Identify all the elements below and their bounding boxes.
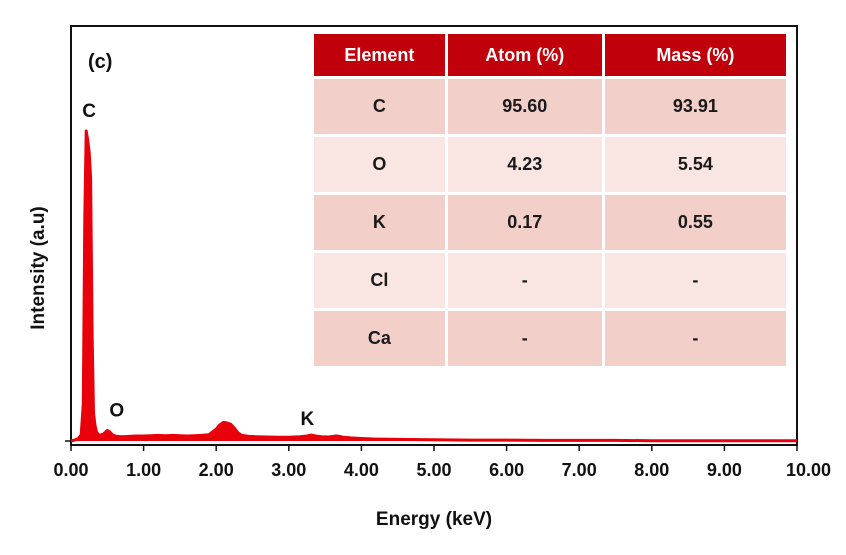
cell-atom-percent: -: [447, 253, 602, 308]
cell-element: K: [314, 195, 445, 250]
peak-label-o: O: [109, 400, 124, 421]
x-tick-label: 4.00: [344, 460, 379, 480]
x-tick-label: 5.00: [416, 460, 451, 480]
cell-element: O: [314, 137, 445, 192]
element-composition-table: Element Atom (%) Mass (%) C 95.60 93.91 …: [311, 31, 789, 369]
x-tick-label: 3.00: [271, 460, 306, 480]
x-tick-label: 8.00: [634, 460, 669, 480]
peak-annotations: C O K: [82, 101, 314, 430]
spectrum-series: [70, 129, 797, 443]
y-axis-title: Intensity (a.u): [28, 206, 49, 330]
header-element: Element: [314, 34, 445, 76]
cell-atom-percent: 0.17: [447, 195, 602, 250]
cell-element: C: [314, 79, 445, 134]
table-row: Ca - -: [314, 311, 786, 366]
cell-atom-percent: -: [447, 311, 602, 366]
x-tick-label: 10.00: [786, 460, 831, 480]
cell-element: Ca: [314, 311, 445, 366]
cell-element: Cl: [314, 253, 445, 308]
x-tick-label: 2.00: [199, 460, 234, 480]
x-tick-label: 1.00: [126, 460, 161, 480]
cell-mass-percent: -: [604, 311, 786, 366]
cell-mass-percent: 5.54: [604, 137, 786, 192]
panel-label: (c): [88, 51, 112, 73]
spectrum-line: [70, 129, 797, 443]
cell-mass-percent: 93.91: [604, 79, 786, 134]
table-row: K 0.17 0.55: [314, 195, 786, 250]
cell-mass-percent: 0.55: [604, 195, 786, 250]
table-row: C 95.60 93.91: [314, 79, 786, 134]
table-row: O 4.23 5.54: [314, 137, 786, 192]
x-axis-title: Energy (keV): [376, 509, 492, 530]
cell-mass-percent: -: [604, 253, 786, 308]
x-tick-label: 9.00: [707, 460, 742, 480]
header-atom-percent: Atom (%): [447, 34, 602, 76]
x-tick-label: 7.00: [562, 460, 597, 480]
header-mass-percent: Mass (%): [604, 34, 786, 76]
cell-atom-percent: 4.23: [447, 137, 602, 192]
cell-atom-percent: 95.60: [447, 79, 602, 134]
table-header-row: Element Atom (%) Mass (%): [314, 34, 786, 76]
x-tick-label: 6.00: [489, 460, 524, 480]
peak-label-k: K: [300, 409, 314, 430]
x-axis: 0.00 1.00 2.00 3.00 4.00 5.00 6.00 7.00 8.00 9.00…: [53, 440, 831, 480]
table-row: Cl - -: [314, 253, 786, 308]
x-tick-label: 0.00: [53, 460, 88, 480]
peak-label-c: C: [82, 101, 96, 122]
